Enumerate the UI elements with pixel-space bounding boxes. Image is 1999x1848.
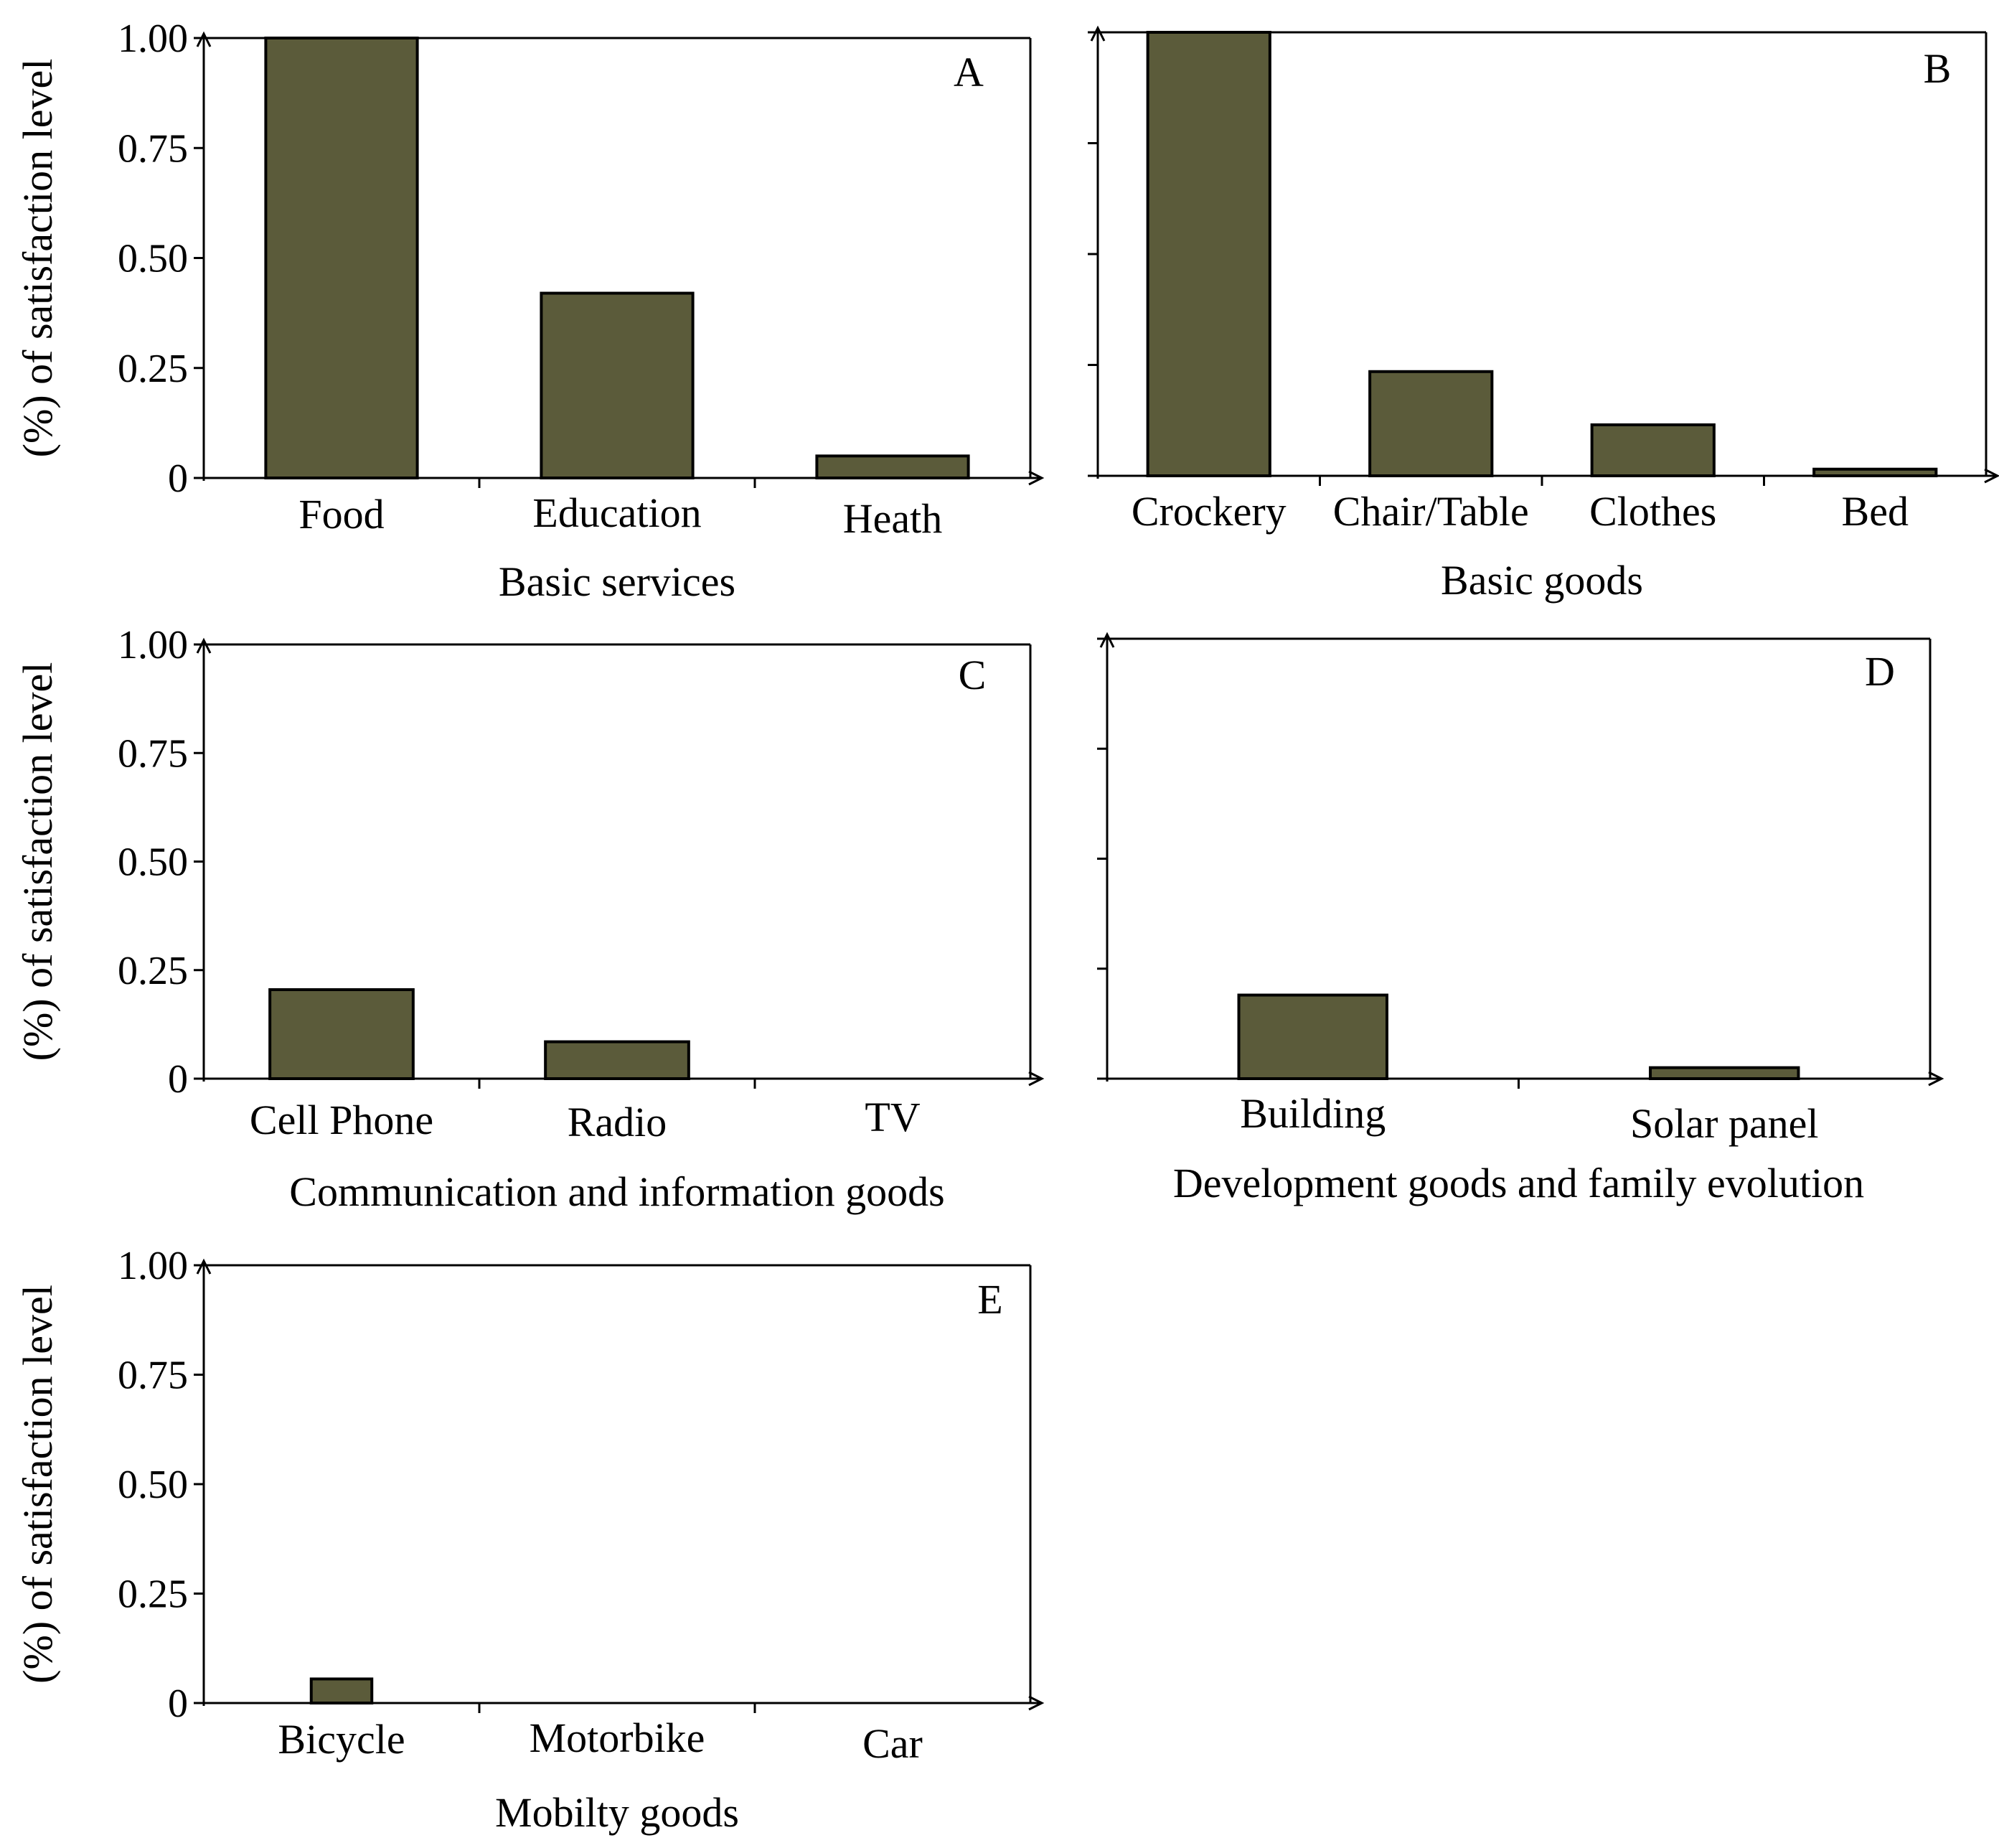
x-tick-label: Bed	[1842, 488, 1909, 535]
x-axis-title: Basic services	[499, 558, 735, 605]
y-tick-label: 0.50	[118, 840, 188, 885]
x-axis-arrow	[1028, 1071, 1045, 1087]
chart-panel-e: 0 0.25 0.50 0.75 1.00 Bicycle Motorbike Car Mobi…	[14, 1244, 1045, 1836]
panel-label: A	[954, 49, 984, 95]
y-tick-label: 0.75	[118, 1354, 188, 1398]
x-tick-label: TV	[865, 1094, 920, 1140]
x-tick-label: Radio	[568, 1099, 667, 1145]
bar-building	[1237, 993, 1388, 1081]
x-axis-title: Mobilty goods	[495, 1789, 739, 1836]
bar-solar-panel	[1649, 1066, 1800, 1081]
y-axis-arrow	[196, 1258, 212, 1275]
chart-panel-a: 0 0.25 0.50 0.75 1.00 Food Education Heath Basic…	[14, 17, 1045, 605]
panel-label: B	[1924, 45, 1952, 92]
panel-label: D	[1865, 648, 1895, 695]
panel-label: C	[959, 652, 987, 698]
y-axis-arrow	[196, 31, 212, 47]
y-tick-label: 0	[168, 1682, 188, 1726]
x-axis-arrow	[1028, 470, 1045, 486]
x-tick-label: Bicycle	[278, 1716, 405, 1763]
y-tick-label: 0.50	[118, 237, 188, 281]
bar-clothes	[1590, 423, 1716, 477]
bar-bed	[1812, 467, 1938, 477]
bar-education	[540, 291, 695, 479]
chart-panel-d: Building Solar panel Development goods and…	[1097, 632, 1944, 1206]
x-tick-label: Chair/Table	[1333, 488, 1529, 535]
y-tick-label: 0.75	[118, 731, 188, 776]
y-axis-arrow	[1099, 632, 1115, 648]
x-tick-label: Motorbike	[530, 1715, 705, 1761]
x-tick-label: Cell Phone	[250, 1097, 433, 1143]
y-tick-label: 0	[168, 1057, 188, 1102]
y-axis-arrow	[196, 637, 212, 654]
panel-label: E	[977, 1276, 1002, 1323]
x-tick-label: Building	[1240, 1090, 1386, 1137]
x-tick-label: Education	[532, 489, 701, 536]
y-tick-label: 1.00	[118, 1244, 188, 1288]
chart-panel-b: Crockery Chair/Table Clothes Bed Basic goods…	[1088, 25, 1999, 604]
y-axis-title: (%) of satisfaction level	[14, 59, 61, 458]
chart-panel-c: 0 0.25 0.50 0.75 1.00 Cell Phone Radio TV Commun…	[14, 623, 1045, 1215]
x-axis-arrow	[1928, 1071, 1944, 1087]
bar-bicycle	[309, 1677, 374, 1704]
x-axis-title: Communication and information goods	[289, 1168, 944, 1215]
y-tick-label: 0	[168, 456, 188, 501]
y-tick-label: 1.00	[118, 623, 188, 667]
y-axis-title: (%) of satisfaction level	[14, 1285, 61, 1684]
bar-cell-phone	[268, 988, 415, 1080]
x-axis-title: Development goods and family evolution	[1173, 1160, 1864, 1206]
y-axis-title: (%) of satisfaction level	[14, 662, 61, 1061]
y-tick-label: 0.25	[118, 347, 188, 391]
bar-heath	[815, 454, 970, 479]
y-tick-label: 1.00	[118, 17, 188, 61]
y-axis-arrow	[1090, 25, 1106, 42]
bar-food	[264, 37, 419, 479]
bar-chair-table	[1368, 370, 1494, 478]
x-tick-label: Clothes	[1589, 488, 1716, 535]
x-axis-title: Basic goods	[1441, 557, 1643, 604]
y-tick-label: 0.25	[118, 1572, 188, 1617]
bar-radio	[544, 1040, 690, 1080]
x-tick-label: Crockery	[1132, 488, 1287, 535]
x-tick-label: Solar panel	[1630, 1100, 1819, 1147]
y-tick-label: 0.25	[118, 949, 188, 993]
x-tick-label: Heath	[843, 495, 943, 542]
bar-crockery	[1146, 31, 1271, 477]
y-tick-label: 0.75	[118, 126, 188, 171]
x-tick-label: Food	[298, 491, 384, 538]
x-tick-label: Car	[862, 1720, 923, 1767]
x-axis-arrow	[1984, 468, 1999, 484]
x-axis-arrow	[1028, 1695, 1045, 1711]
y-tick-label: 0.50	[118, 1463, 188, 1507]
